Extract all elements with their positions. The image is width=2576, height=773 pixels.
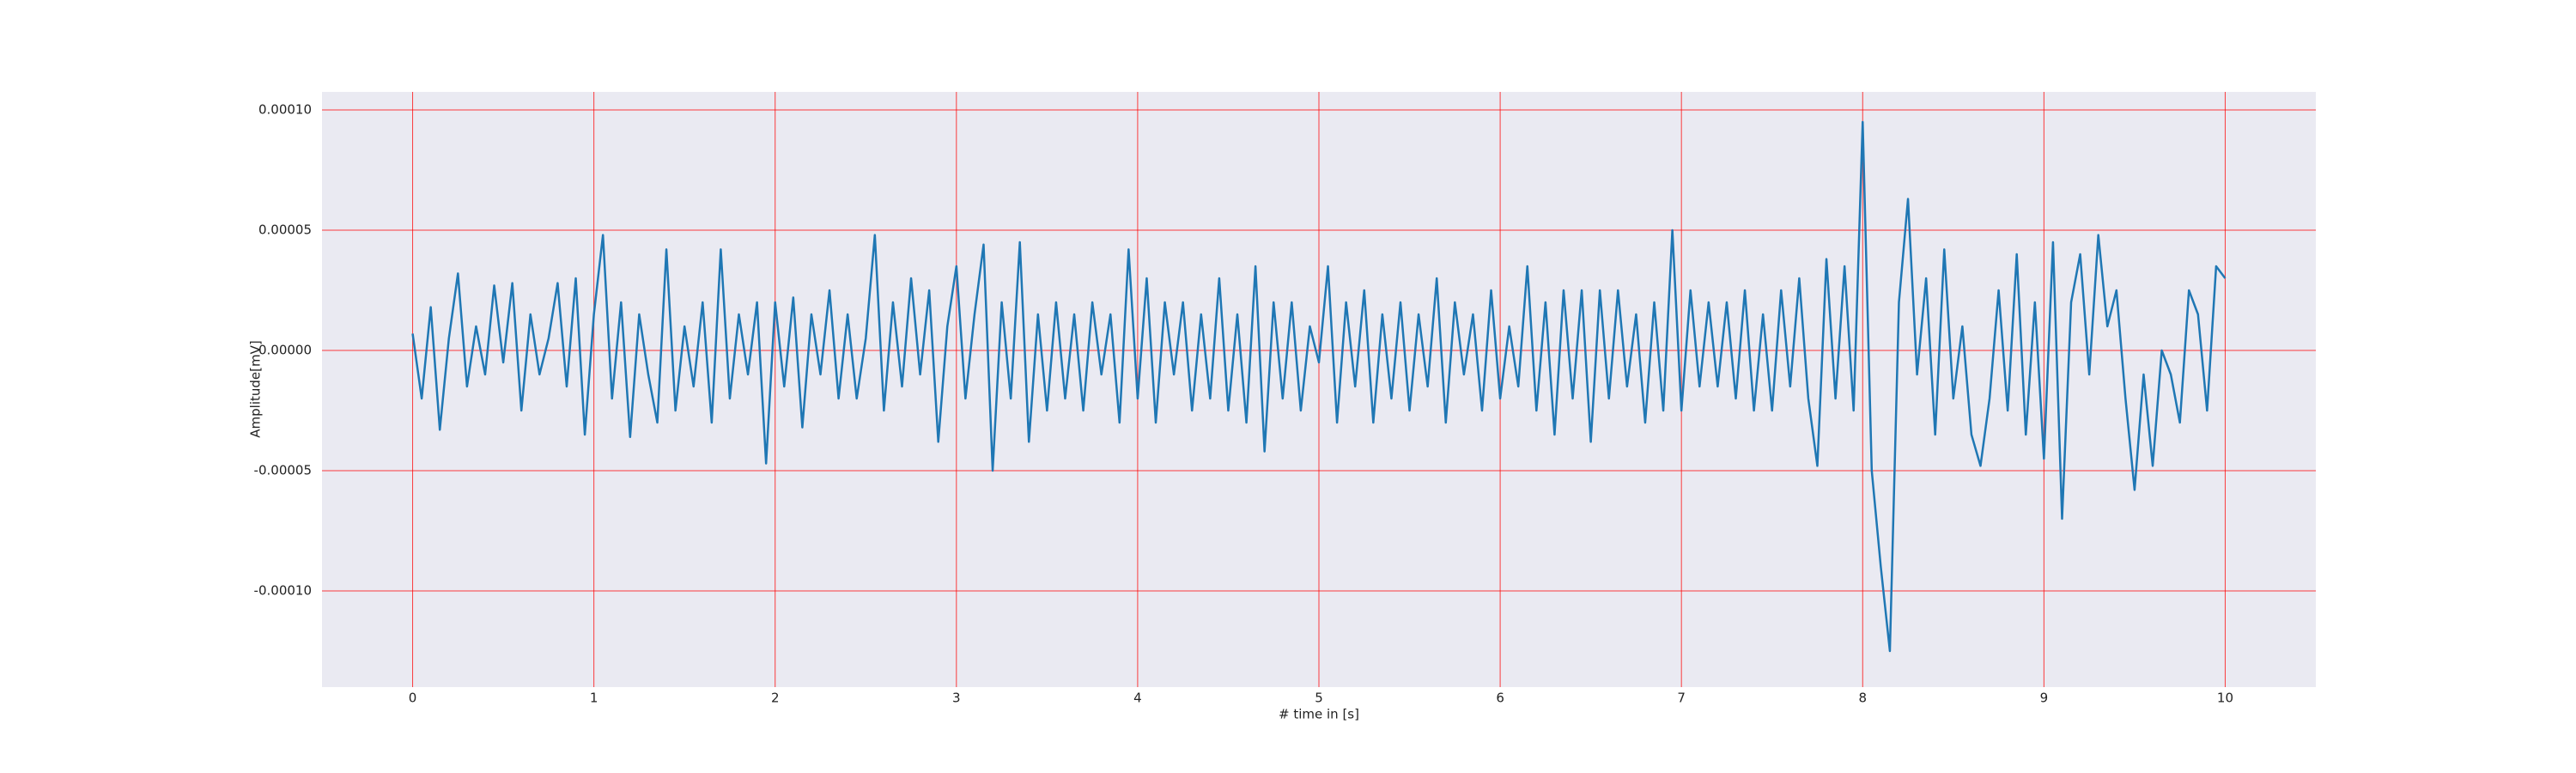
x-axis-label: # time in [s] (1279, 707, 1359, 722)
x-tick-label: 4 (1133, 691, 1142, 706)
x-tick-label: 9 (2040, 691, 2049, 706)
x-tick-label: 0 (409, 691, 417, 706)
x-tick-label: 10 (2217, 691, 2233, 706)
y-tick-label: 0.00005 (258, 222, 312, 238)
x-tick-label: 5 (1315, 691, 1323, 706)
x-tick-label: 6 (1496, 691, 1504, 706)
x-tick-label: 7 (1677, 691, 1686, 706)
x-tick-label: 8 (1858, 691, 1867, 706)
y-tick-label: -0.00010 (254, 583, 312, 599)
y-tick-label: 0.00010 (258, 102, 312, 118)
x-tick-label: 3 (952, 691, 961, 706)
y-tick-label: 0.00000 (258, 343, 312, 358)
y-tick-label: -0.00005 (254, 463, 312, 478)
x-tick-label: 2 (771, 691, 780, 706)
y-axis-label: Amplitude[mV] (248, 340, 264, 437)
signal-line (411, 120, 2227, 653)
x-tick-label: 1 (590, 691, 598, 706)
